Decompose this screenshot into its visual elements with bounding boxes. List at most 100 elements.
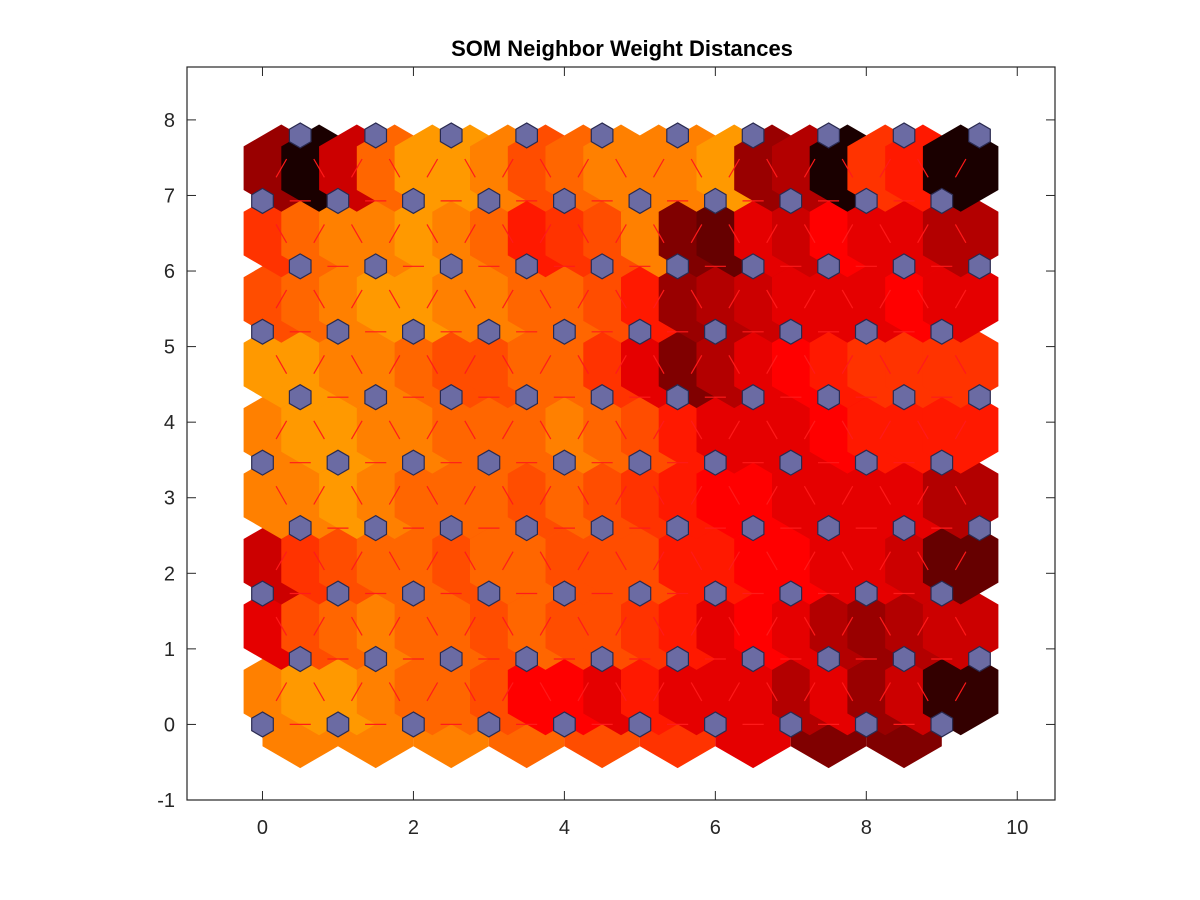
diagonal-distance-link <box>464 616 476 636</box>
diagonal-distance-link <box>652 616 665 636</box>
neuron <box>402 580 425 607</box>
diagonal-distance-link <box>464 355 476 374</box>
diagonal-distance-link <box>879 158 892 178</box>
neuron <box>553 580 576 607</box>
diagonal-distance-link <box>879 551 892 571</box>
diagonal-distance-link <box>728 289 741 309</box>
diagonal-distance-link <box>388 551 401 571</box>
diagonal-distance-link <box>879 682 892 702</box>
diagonal-distance-link <box>577 289 590 309</box>
diagonal-distance-link <box>313 485 325 505</box>
y-tick-label: 6 <box>164 261 175 283</box>
diagonal-distance-link <box>690 289 703 309</box>
diagonal-distance-link <box>728 616 741 636</box>
diagonal-distance-link <box>690 682 703 702</box>
neuron <box>779 449 803 476</box>
diagonal-distance-link <box>954 682 967 702</box>
y-tick-label: -1 <box>157 790 175 812</box>
diagonal-distance-link <box>652 289 665 309</box>
neuron <box>628 449 652 476</box>
diagonal-distance-link <box>464 224 476 244</box>
neuron <box>326 449 350 476</box>
diagonal-distance-link <box>426 355 439 374</box>
diagonal-distance-link <box>879 224 892 244</box>
neuron <box>288 645 312 673</box>
diagonal-distance-link <box>388 682 401 702</box>
neuron <box>666 384 689 411</box>
y-tick-label: 4 <box>164 412 175 434</box>
diagonal-distance-link <box>615 355 627 374</box>
diagonal-distance-link <box>501 616 514 636</box>
diagonal-distance-link <box>803 551 816 571</box>
diagonal-distance-link <box>954 224 967 244</box>
axis-ticks: 0 2 4 6 8 10 -1 0 1 2 3 4 5 6 7 8 <box>157 67 1055 839</box>
diagonal-distance-link <box>879 616 892 636</box>
diagonal-distance-link <box>766 355 778 374</box>
diagonal-distance-link <box>954 158 967 178</box>
neuron <box>892 514 916 542</box>
diagonal-distance-link <box>539 158 552 178</box>
neuron <box>741 384 765 411</box>
diagonal-distance-link <box>388 158 401 178</box>
diagonal-distance-link <box>879 485 892 505</box>
diagonal-distance-link <box>728 420 741 440</box>
neuron <box>439 122 463 149</box>
diagonal-distance-link <box>350 485 363 505</box>
diagonal-distance-link <box>577 158 590 178</box>
diagonal-distance-link <box>426 682 439 702</box>
neuron <box>477 318 501 345</box>
neuron <box>477 449 501 476</box>
diagonal-distance-link <box>841 485 854 505</box>
neuron <box>477 711 501 738</box>
diagonal-distance-link <box>728 485 741 505</box>
diagonal-distance-link <box>615 158 627 178</box>
neuron <box>553 318 576 345</box>
neuron <box>892 645 916 673</box>
diagonal-distance-link <box>577 224 590 244</box>
diagonal-distance-link <box>615 289 627 309</box>
neuron <box>364 384 388 411</box>
diagonal-distance-link <box>954 289 967 309</box>
diagonal-distance-link <box>954 420 967 440</box>
neuron <box>779 318 803 345</box>
diagonal-distance-link <box>954 355 967 374</box>
neuron <box>402 318 425 345</box>
diagonal-distance-link <box>313 420 325 440</box>
neuron <box>854 580 878 607</box>
diagonal-distance-link <box>841 682 854 702</box>
diagonal-distance-link <box>577 551 590 571</box>
neuron <box>968 514 991 542</box>
neuron <box>326 187 350 215</box>
neuron <box>704 711 727 738</box>
neuron <box>251 318 274 345</box>
diagonal-distance-link <box>917 485 929 505</box>
diagonal-distance-link <box>690 158 703 178</box>
diagonal-distance-link <box>464 158 476 178</box>
neuron <box>402 449 425 476</box>
diagonal-distance-link <box>652 485 665 505</box>
diagonal-distance-link <box>539 551 552 571</box>
diagonal-distance-link <box>539 616 552 636</box>
diagonal-distance-link <box>388 420 401 440</box>
neuron <box>628 580 652 607</box>
x-tick-label: 8 <box>861 817 872 839</box>
diagonal-distance-link <box>954 551 967 571</box>
diagonal-distance-link <box>275 420 288 440</box>
diagonal-distance-link <box>313 289 325 309</box>
diagonal-distance-link <box>766 682 778 702</box>
neuron <box>402 711 425 738</box>
diagonal-distance-link <box>690 224 703 244</box>
diagonal-distance-link <box>275 485 288 505</box>
diagonal-distance-link <box>275 616 288 636</box>
diagonal-distance-link <box>426 420 439 440</box>
neuron <box>968 122 991 149</box>
x-tick-label: 6 <box>710 817 721 839</box>
diagonal-distance-link <box>501 158 514 178</box>
diagonal-distance-link <box>577 616 590 636</box>
neuron <box>892 253 916 280</box>
diagonal-distance-link <box>464 420 476 440</box>
diagonal-distance-link <box>690 420 703 440</box>
neuron <box>854 318 878 345</box>
diagonal-distance-link <box>652 158 665 178</box>
